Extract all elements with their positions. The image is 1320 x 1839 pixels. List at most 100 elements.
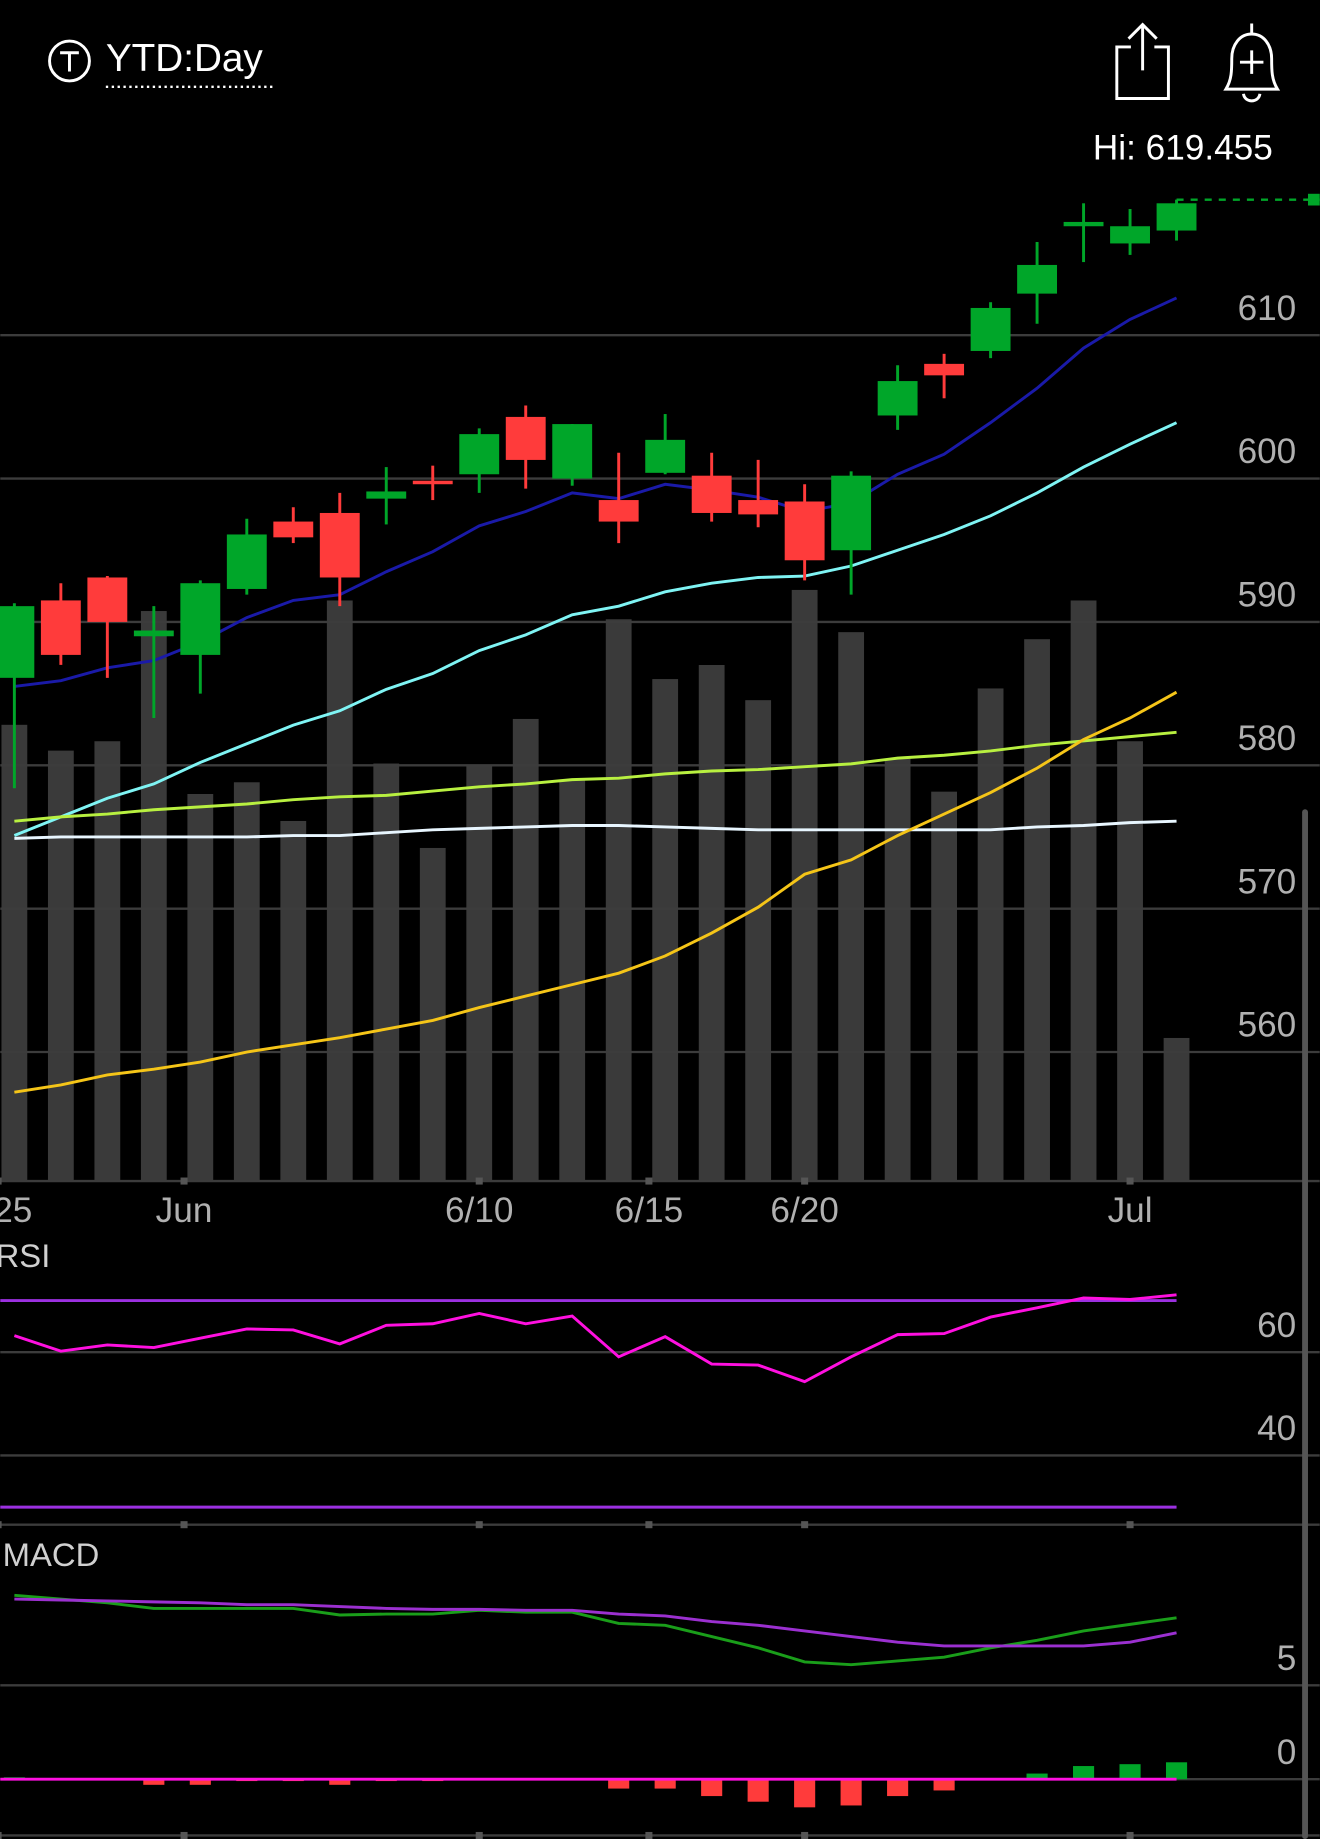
candle-body	[1156, 203, 1197, 231]
candle-body	[831, 475, 872, 551]
indicator-line	[13, 1293, 1177, 1384]
y-tick-label: 0	[1277, 1733, 1297, 1772]
indicator-line	[14, 690, 1178, 1094]
volume-bar	[745, 700, 772, 1182]
candle-body	[552, 424, 593, 479]
candle-body	[0, 606, 35, 678]
indicator-line	[13, 421, 1178, 837]
histogram-bar	[933, 1779, 955, 1791]
x-tick-mark	[0, 1521, 2, 1529]
histogram-bar	[701, 1779, 723, 1797]
share-button[interactable]	[1115, 22, 1170, 100]
share-box	[1115, 45, 1170, 100]
volume-bar	[1, 724, 28, 1182]
candle-body	[924, 363, 965, 376]
candle-body	[1017, 264, 1058, 294]
candle-body	[645, 439, 686, 473]
histogram-bar	[840, 1779, 862, 1806]
indicator-line	[14, 1593, 1177, 1667]
candle-body	[970, 307, 1011, 351]
x-tick-mark	[645, 1521, 653, 1529]
candle-body	[226, 534, 267, 589]
y-tick-label: 560	[1238, 1006, 1297, 1045]
candle-body	[505, 416, 546, 460]
x-tick-label: 6/15	[615, 1191, 683, 1230]
histogram-bar	[887, 1779, 909, 1797]
x-tick-mark	[475, 1831, 483, 1839]
candle-body	[366, 491, 407, 499]
candle-body	[180, 583, 221, 655]
volume-bar	[326, 600, 353, 1182]
histogram-bar	[189, 1779, 211, 1785]
candle-body	[1063, 221, 1104, 227]
x-tick-mark	[645, 1831, 653, 1839]
y-tick-label: 40	[1257, 1409, 1296, 1448]
candle-body	[319, 512, 360, 578]
histogram-bar	[1073, 1766, 1095, 1780]
indicator-line	[14, 730, 1177, 823]
y-tick-label: 5	[1277, 1639, 1297, 1678]
volume-bar	[47, 750, 74, 1182]
candle-body	[691, 475, 732, 513]
range-label[interactable]: YTD:Day	[106, 37, 264, 80]
x-tick-label: 6/10	[445, 1191, 513, 1230]
volume-bar	[791, 589, 818, 1182]
candle-body	[738, 500, 779, 515]
y-tick-label: 60	[1257, 1306, 1296, 1345]
alert-button[interactable]	[1223, 23, 1281, 103]
x-tick-mark	[475, 1521, 483, 1529]
histogram-bar	[654, 1779, 676, 1789]
volume-bar	[931, 791, 958, 1182]
histogram-bar	[329, 1779, 351, 1785]
volume-bar	[512, 718, 539, 1182]
x-tick-label: 6/20	[770, 1191, 838, 1230]
volume-bar	[698, 664, 725, 1182]
range-selector[interactable]: YTD:Day	[48, 37, 275, 88]
scrollbar[interactable]	[1302, 809, 1308, 1839]
histogram-bar	[1026, 1773, 1048, 1780]
x-tick-mark	[180, 1177, 188, 1185]
ticker-icon-glyph	[60, 51, 79, 72]
histogram-bar	[747, 1779, 769, 1802]
y-tick-label: 580	[1238, 719, 1297, 758]
x-tick-mark	[180, 1521, 188, 1529]
volume-bar	[419, 847, 446, 1182]
x-tick-mark	[0, 1177, 2, 1185]
volume-bar	[1024, 639, 1050, 1182]
high-marker	[1307, 193, 1320, 206]
candle-body	[1110, 226, 1150, 244]
panel-title: RSI	[0, 1237, 50, 1274]
candle-body	[273, 521, 314, 538]
candle-body	[784, 501, 825, 561]
volume-bar	[1070, 600, 1097, 1182]
histogram-bar	[608, 1779, 630, 1789]
candle-body	[133, 630, 174, 637]
ticker-icon	[48, 39, 91, 83]
x-tick-mark	[180, 1831, 188, 1839]
candle-body	[459, 434, 500, 475]
histogram-bar	[794, 1779, 816, 1808]
y-tick-label: 610	[1238, 289, 1297, 328]
x-tick-mark	[645, 1177, 653, 1185]
volume-bar	[373, 763, 400, 1182]
x-tick-label: Jul	[1108, 1191, 1153, 1230]
x-tick-mark	[0, 1831, 2, 1839]
indicator-line	[14, 819, 1177, 840]
bell-plus	[1239, 50, 1264, 74]
y-tick-label: 570	[1238, 862, 1297, 901]
volume-bar	[605, 619, 632, 1182]
x-tick-mark	[801, 1521, 809, 1529]
volume-bar	[884, 758, 911, 1182]
y-tick-label: 600	[1238, 432, 1297, 471]
histogram-bar	[143, 1779, 165, 1785]
volume-bar	[1117, 741, 1143, 1182]
volume-bar	[977, 688, 1004, 1182]
volume-bar	[187, 794, 214, 1182]
histogram-bar	[1119, 1764, 1141, 1780]
volume-bar	[652, 679, 679, 1182]
volume-bar	[838, 632, 865, 1182]
volume-bar	[1163, 1037, 1190, 1182]
candle-body	[40, 600, 81, 655]
